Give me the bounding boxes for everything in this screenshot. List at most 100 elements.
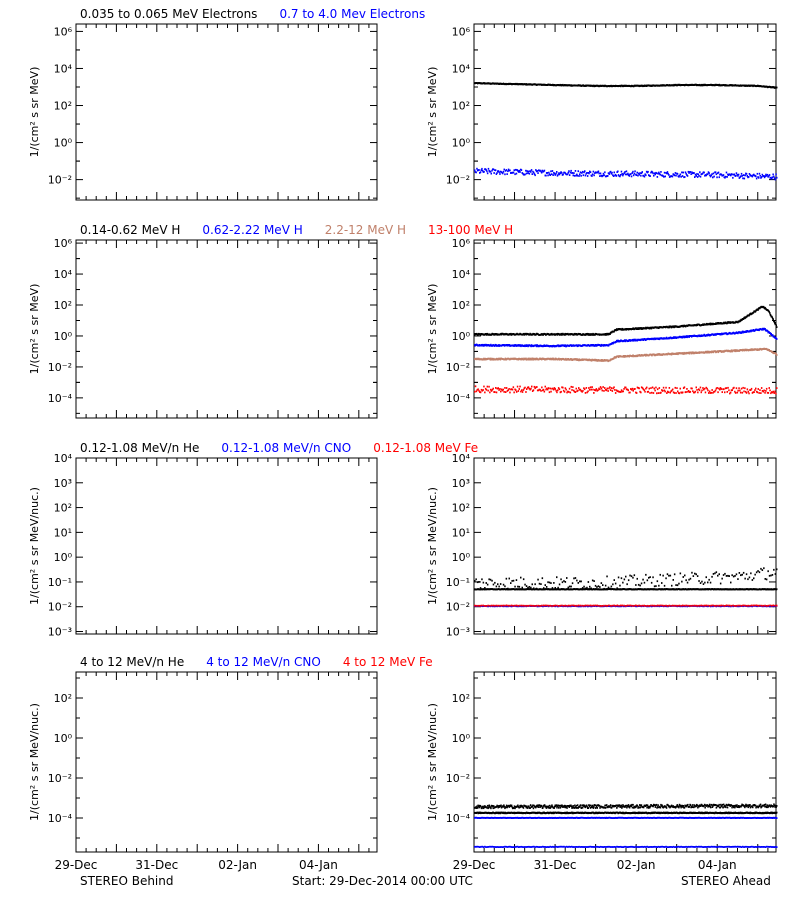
data-point (636, 577, 638, 580)
data-point (773, 320, 775, 323)
data-point (539, 388, 541, 391)
data-point (660, 171, 662, 173)
data-point (637, 387, 640, 389)
data-point (553, 582, 555, 584)
data-point (680, 391, 682, 394)
data-point (734, 575, 736, 577)
data-point (636, 328, 638, 330)
data-point (731, 173, 733, 176)
data-point (566, 391, 568, 394)
data-point (535, 345, 538, 348)
data-point (497, 387, 499, 389)
data-point (616, 604, 619, 607)
data-point (634, 388, 636, 390)
data-point (666, 171, 669, 173)
data-point (562, 604, 565, 607)
data-point (495, 585, 498, 588)
y-axis-label: 1/(cm² s sr MeV) (426, 67, 439, 158)
data-point (490, 172, 492, 175)
data-point (564, 334, 566, 336)
data-point (608, 387, 610, 390)
data-point (644, 390, 646, 393)
data-point (688, 336, 690, 338)
data-point (681, 580, 683, 583)
plot-frame (473, 23, 777, 201)
data-point (673, 604, 676, 607)
data-point (546, 604, 548, 607)
data-point (515, 579, 518, 581)
data-point (703, 388, 705, 391)
data-point (634, 170, 636, 173)
data-point (611, 171, 613, 174)
data-point (697, 173, 700, 176)
data-point (619, 175, 621, 178)
plot-frame (75, 239, 378, 419)
data-point (569, 391, 572, 394)
data-point (542, 389, 544, 392)
data-point (622, 173, 625, 176)
data-point (617, 576, 620, 579)
data-point (613, 604, 615, 607)
data-point (754, 310, 757, 313)
data-point (525, 169, 527, 172)
data-point (488, 578, 490, 581)
data-point (589, 386, 592, 389)
data-point (733, 349, 736, 352)
data-point (536, 386, 538, 388)
data-point (726, 322, 728, 325)
y-tick-label: 10⁰ (452, 330, 471, 343)
data-point (713, 390, 715, 393)
data-point (514, 604, 516, 607)
data-point (504, 358, 506, 361)
data-point (594, 584, 597, 587)
data-point (757, 570, 759, 572)
data-point (650, 604, 652, 607)
data-point (755, 387, 757, 390)
data-point (719, 388, 721, 391)
data-point (708, 172, 710, 174)
data-point (548, 171, 550, 174)
data-point (566, 604, 568, 607)
data-point (718, 573, 720, 576)
series-legend-label: 0.12-1.08 MeV Fe (373, 441, 478, 455)
data-point (495, 173, 498, 175)
data-point (747, 176, 749, 179)
data-point (586, 586, 588, 589)
data-point (585, 387, 588, 389)
data-point (650, 581, 653, 584)
data-point (694, 390, 697, 393)
data-point (708, 392, 710, 394)
data-point (761, 328, 763, 331)
data-point (544, 604, 546, 607)
data-point (548, 581, 551, 584)
data-point (521, 604, 523, 607)
data-point (773, 568, 775, 571)
data-point (664, 390, 666, 393)
data-point (676, 584, 679, 587)
data-point (690, 604, 692, 607)
data-point (658, 387, 661, 389)
data-point (512, 171, 515, 174)
data-point (633, 604, 635, 607)
data-point (545, 174, 547, 177)
data-point (678, 175, 680, 178)
data-point (756, 391, 759, 394)
data-point (477, 388, 479, 391)
data-point (586, 391, 588, 394)
data-point (728, 173, 730, 176)
data-point (527, 604, 530, 607)
data-point (735, 387, 738, 390)
data-point (609, 386, 611, 389)
data-point (603, 604, 605, 607)
data-point (505, 387, 508, 389)
data-point (567, 390, 569, 393)
data-point (668, 604, 671, 607)
data-point (507, 168, 510, 171)
data-point (524, 604, 526, 607)
data-point (621, 390, 624, 393)
data-point (562, 173, 564, 176)
data-point (724, 572, 726, 575)
data-point (765, 578, 768, 581)
data-point (529, 332, 531, 335)
data-point (733, 386, 735, 389)
